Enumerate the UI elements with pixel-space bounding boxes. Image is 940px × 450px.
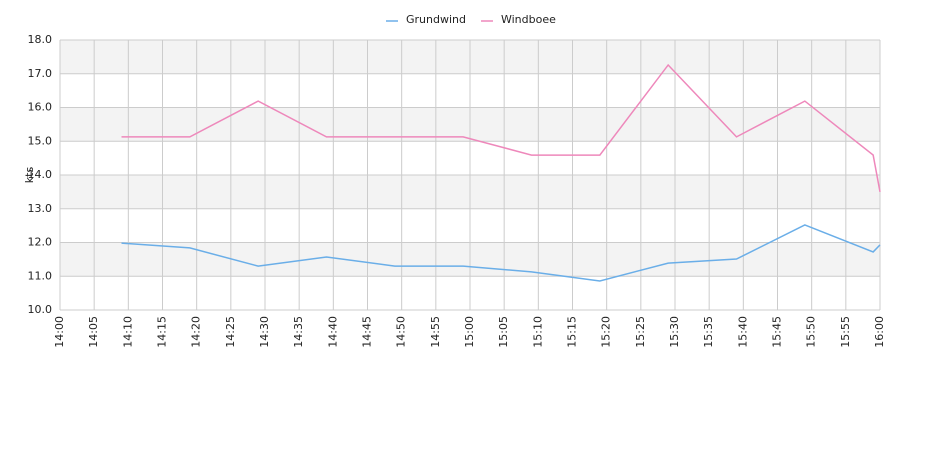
x-tick-label: 14:40 [326,316,339,348]
y-tick-label: 16.0 [28,101,53,114]
legend-label: Windboee [501,13,556,26]
x-tick-label: 14:55 [429,316,442,348]
y-tick-label: 17.0 [28,67,53,80]
x-tick-label: 14:50 [395,316,408,348]
x-tick-label: 15:35 [702,316,715,348]
y-tick-label: 10.0 [28,303,53,316]
y-tick-label: 11.0 [28,269,53,282]
x-tick-label: 14:25 [224,316,237,348]
x-tick-label: 14:05 [87,316,100,348]
x-tick-label: 15:15 [566,316,579,348]
x-tick-label: 15:00 [463,316,476,348]
x-tick-label: 14:45 [361,316,374,348]
x-tick-label: 15:20 [600,316,613,348]
x-tick-label: 15:45 [771,316,784,348]
x-tick-label: 15:05 [497,316,510,348]
x-tick-label: 15:10 [531,316,544,348]
line [121,224,881,282]
x-tick-label: 14:35 [292,316,305,348]
x-tick-label: 15:25 [634,316,647,348]
x-tick-label: 14:15 [156,316,169,348]
x-tick-label: 15:50 [805,316,818,348]
y-tick-label: 18.0 [28,33,53,46]
x-tick-label: 14:20 [190,316,203,348]
y-tick-label: 15.0 [28,134,53,147]
y-axis-label: kts [23,167,36,184]
line [121,63,881,193]
x-tick-label: 16:00 [873,316,886,348]
y-tick-label: 13.0 [28,202,53,215]
x-tick-label: 15:30 [668,316,681,348]
y-tick-label: 12.0 [28,236,53,249]
x-tick-label: 14:30 [258,316,271,348]
x-tick-label: 14:10 [121,316,134,348]
x-tick-label: 15:55 [839,316,852,348]
y-tick-label: 14.0 [28,168,53,181]
x-tick-label: 15:40 [736,316,749,348]
x-tick-label: 14:00 [53,316,66,348]
legend-label: Grundwind [406,13,466,26]
